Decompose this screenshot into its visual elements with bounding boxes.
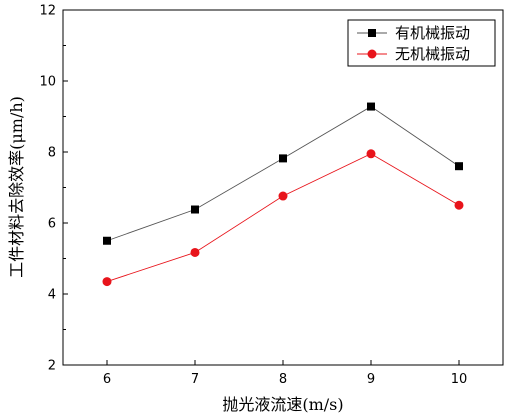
x-tick-label: 9 — [367, 372, 375, 387]
x-axis: 6 7 8 9 10 — [103, 360, 467, 387]
series-1-point — [367, 102, 375, 111]
series-1-point — [279, 154, 287, 163]
series-2-point — [190, 247, 200, 257]
y-tick-label: 10 — [39, 75, 56, 90]
y-tick-label: 6 — [48, 217, 56, 232]
plot-frame — [62, 9, 504, 366]
y-axis: 2 4 6 8 10 12 — [39, 4, 68, 374]
x-tick-label: 10 — [451, 372, 468, 387]
series-2-point — [102, 277, 112, 287]
y-tick-label: 8 — [48, 146, 56, 161]
series-1-point — [103, 236, 111, 245]
series-1-point — [191, 205, 199, 214]
series-2-point — [366, 149, 376, 159]
y-tick-label: 2 — [48, 359, 56, 374]
legend-label-series-2: 无机械振动 — [395, 45, 470, 63]
series-1-point — [455, 162, 463, 171]
series-layer — [102, 102, 464, 287]
series-2-point — [278, 191, 288, 201]
legend-marker-series-1 — [368, 29, 376, 37]
y-tick-label: 4 — [48, 288, 56, 303]
legend-label-series-1: 有机械振动 — [395, 24, 470, 42]
legend-marker-series-2 — [367, 49, 377, 59]
x-tick-label: 8 — [279, 372, 287, 387]
legend: 有机械振动 无机械振动 — [347, 19, 496, 67]
x-axis-title: 抛光液流速(m/s) — [222, 395, 343, 414]
x-tick-label: 7 — [191, 372, 199, 387]
series-2-point — [454, 200, 464, 210]
x-tick-label: 6 — [103, 372, 111, 387]
y-axis-title: 工件材料去除效率(μm/h) — [7, 96, 26, 278]
y-tick-label: 12 — [39, 4, 56, 19]
